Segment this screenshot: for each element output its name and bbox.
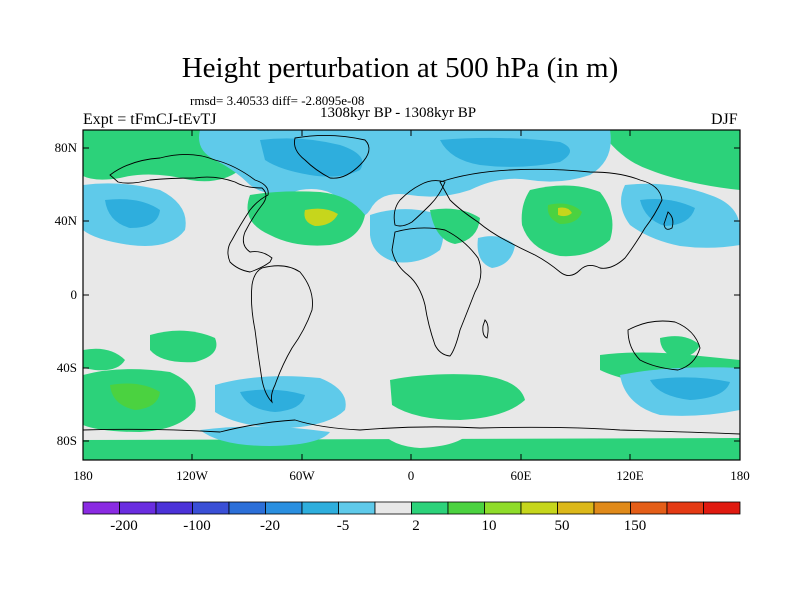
- colorbar-label-minus20: -20: [260, 518, 280, 534]
- coast-japan: [663, 211, 674, 230]
- season-label: DJF: [711, 111, 738, 128]
- lon-tick-120e: 120E: [616, 468, 644, 483]
- contour-yellow-atlantic: [304, 208, 338, 226]
- coast-greenland: [294, 134, 370, 179]
- coast-north-america: [109, 154, 273, 273]
- colorbar-swatch-3: [192, 501, 230, 515]
- contour-blue-pacific-nw-core: [105, 199, 160, 228]
- colorbar-label-minus200: -200: [110, 518, 138, 534]
- lat-tick-80n: 80N: [54, 140, 77, 155]
- colorbar-swatch-14: [593, 501, 631, 515]
- period-label: 1308kyr BP - 1308kyr BP: [320, 105, 477, 121]
- colorbar-label-2: 2: [412, 518, 420, 534]
- colorbar-label-150: 150: [623, 518, 647, 534]
- lon-tick-0: 0: [407, 468, 415, 483]
- colorbar-label-minus100: -100: [183, 518, 211, 534]
- coast-madagascar: [482, 319, 489, 339]
- colorbar-swatch-6: [301, 501, 339, 515]
- lat-tick-0: 0: [70, 287, 78, 302]
- chart-title: Height perturbation at 500 hPa (in m): [181, 52, 619, 84]
- lon-tick-60e: 60E: [510, 468, 532, 483]
- colorbar-label-minus5: -5: [336, 518, 350, 534]
- lon-tick-120w: 120W: [176, 468, 208, 483]
- colorbar-swatch-16: [666, 501, 704, 515]
- colorbar-swatch-12: [520, 501, 558, 515]
- axis-ticks: [83, 130, 740, 460]
- contour-green-north-east: [600, 130, 740, 190]
- contour-blue-antarctic-west: [200, 426, 330, 446]
- colorbar-swatch-8: [374, 501, 412, 515]
- contour-blue-south-east-core: [650, 377, 730, 400]
- coast-south-america: [250, 265, 313, 404]
- coast-africa: [391, 227, 482, 357]
- contour-bright-green-south-pacific: [110, 383, 160, 410]
- colorbar-swatch-0: [82, 501, 120, 515]
- contour-fill-layer: [83, 130, 740, 460]
- contour-green-middle-east: [430, 208, 480, 244]
- stats-label: rmsd= 3.40533 diff= -2.8095e-08: [190, 93, 365, 108]
- contour-blue-arctic-core: [260, 138, 363, 177]
- colorbar-swatch-10: [447, 501, 485, 515]
- lat-tick-40s: 40S: [56, 360, 77, 375]
- lat-tick-40n: 40N: [54, 213, 77, 228]
- contour-grey-antarctic-gap: [380, 428, 470, 448]
- colorbar-swatch-2: [155, 501, 193, 515]
- contour-green-south-pacific-west: [83, 348, 125, 371]
- lon-tick-180e: 180: [730, 468, 750, 483]
- colorbar-swatch-13: [557, 501, 595, 515]
- colorbar-swatch-15: [630, 501, 668, 515]
- contour-green-australia-east: [660, 336, 700, 358]
- lat-tick-80s: 80S: [56, 433, 77, 448]
- coast-asia: [439, 168, 663, 276]
- contour-blue-siberia-core: [440, 137, 570, 167]
- contour-green-south-pacific-small: [150, 330, 217, 363]
- colorbar-swatch-5: [265, 501, 303, 515]
- contour-yellow-central-asia: [558, 207, 572, 217]
- lon-tick-60w: 60W: [289, 468, 315, 483]
- colorbar-swatch-4: [228, 501, 266, 515]
- coast-antarctica: [83, 419, 740, 435]
- experiment-label: Expt = tFmCJ-tEvTJ: [83, 111, 217, 128]
- contour-blue-south-atlantic-core: [240, 389, 305, 412]
- colorbar: [82, 501, 741, 515]
- colorbar-label-50: 50: [554, 518, 570, 534]
- colorbar-swatch-7: [338, 501, 376, 515]
- lon-tick-180w: 180: [73, 468, 93, 483]
- colorbar-swatch-9: [411, 501, 449, 515]
- contour-blue-mediterranean: [370, 209, 444, 263]
- colorbar-swatch-11: [484, 501, 522, 515]
- coastlines: [83, 134, 740, 435]
- contour-green-south-indian: [390, 374, 525, 420]
- colorbar-swatch-17: [703, 501, 741, 515]
- coast-europe: [393, 180, 446, 227]
- colorbar-label-10: 10: [481, 518, 497, 534]
- contour-blue-arabia: [477, 236, 515, 268]
- colorbar-swatch-1: [119, 501, 157, 515]
- coast-australia: [627, 320, 701, 371]
